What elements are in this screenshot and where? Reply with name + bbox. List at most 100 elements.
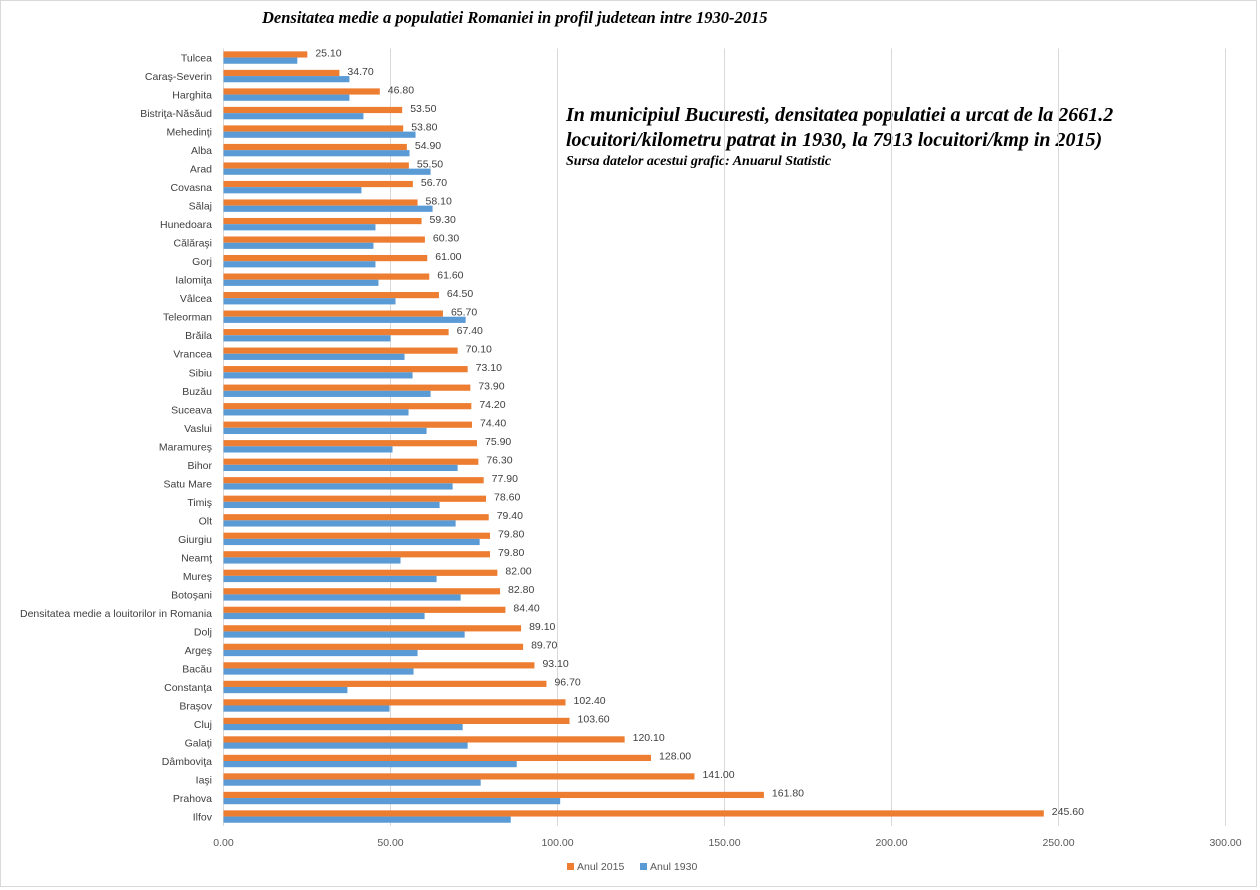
bar-2015	[223, 403, 472, 410]
x-tick-label: 150.00	[708, 837, 740, 849]
category-label: Hunedoara	[160, 219, 212, 231]
category-label: Prahova	[173, 793, 212, 805]
category-label: Bihor	[187, 460, 212, 472]
data-label-2015: 53.80	[411, 121, 437, 133]
category-label: Harghita	[172, 90, 212, 102]
chart-annotation: In municipiul Bucuresti, densitatea popu…	[566, 103, 1113, 171]
data-label-2015: 79.80	[498, 547, 524, 559]
bar-2015	[223, 680, 547, 687]
bar-1930	[223, 649, 418, 657]
data-label-2015: 77.90	[492, 473, 518, 485]
bar-1930	[223, 761, 517, 768]
bar-1930	[223, 742, 468, 749]
bar-2015	[223, 106, 403, 114]
legend-swatch-1930	[640, 863, 647, 870]
chart-title: Densitatea medie a populatiei Romaniei i…	[262, 8, 768, 27]
bar-2015	[223, 329, 449, 336]
legend: Anul 2015 Anul 1930	[567, 861, 697, 873]
bar-1930	[223, 686, 348, 694]
category-label: Bistriţa-Năsăud	[140, 108, 212, 120]
category-label: Botoşani	[171, 589, 212, 601]
data-label-2015: 141.00	[702, 769, 734, 781]
category-label: Călăraşi	[173, 238, 212, 250]
bar-2015	[223, 458, 479, 465]
category-label: Dolj	[194, 626, 212, 638]
bar-2015	[223, 366, 468, 373]
bar-2015	[223, 254, 428, 262]
x-tick-label: 100.00	[541, 837, 573, 849]
data-label-2015: 65.70	[451, 306, 477, 318]
bar-2015	[223, 292, 439, 299]
bar-2015	[223, 236, 425, 243]
bar-2015	[223, 606, 506, 613]
bar-2015	[223, 199, 418, 206]
category-label: Satu Mare	[164, 478, 213, 490]
bar-2015	[223, 51, 308, 58]
data-label-2015: 74.20	[479, 399, 505, 411]
bar-2015	[223, 588, 501, 595]
bar-1930	[223, 316, 466, 323]
bar-1930	[223, 261, 376, 268]
bar-1930	[223, 113, 364, 120]
bar-1930	[223, 575, 437, 583]
bar-1930	[223, 94, 350, 101]
data-label-2015: 79.80	[498, 529, 524, 541]
bar-2015	[223, 477, 484, 484]
x-axis-ticks: 0.00 50.00 100.00 150.00 200.00 250.00 300.00	[213, 837, 1241, 849]
category-label: Gorj	[192, 256, 212, 268]
data-label-2015: 120.10	[633, 732, 665, 744]
x-tick-label: 200.00	[875, 837, 907, 849]
bar-2015	[223, 495, 487, 502]
category-label: Densitatea medie a louitorilor in Romani…	[20, 608, 212, 620]
category-label: Bacău	[182, 663, 212, 675]
category-label: Galaţi	[185, 737, 212, 749]
category-label: Argeş	[185, 645, 212, 657]
bar-2015	[223, 69, 340, 77]
category-label: Covasna	[171, 182, 213, 194]
bar-2015	[223, 88, 380, 95]
category-label: Arad	[190, 164, 212, 176]
data-label-2015: 96.70	[554, 677, 580, 689]
bar-2015	[223, 810, 1044, 817]
data-label-2015: 89.10	[529, 621, 555, 633]
category-label: Giurgiu	[178, 534, 212, 546]
data-label-2015: 73.90	[478, 380, 504, 392]
category-label: Sibiu	[189, 367, 213, 379]
bar-1930	[223, 668, 414, 675]
gridlines	[223, 48, 1226, 826]
category-labels: Tulcea Caraş-Severin Harghita Bistriţa-Năsă…	[20, 53, 213, 824]
data-label-2015: 84.40	[513, 603, 539, 615]
category-label: Vrancea	[173, 349, 212, 361]
bar-1930	[223, 501, 440, 509]
bar-2015	[223, 217, 422, 225]
bar-2015	[223, 736, 625, 743]
bar-1930	[223, 705, 390, 712]
bar-1930	[223, 483, 453, 490]
data-label-2015: 59.30	[430, 214, 456, 226]
category-label: Timiş	[187, 497, 212, 509]
bar-2015	[223, 643, 524, 650]
data-label-2015: 76.30	[486, 455, 512, 467]
value-labels: 25.10 34.70 46.80 53.50 53.80 54.90 55.50 56.70…	[315, 47, 1084, 818]
data-label-2015: 102.40	[574, 695, 606, 707]
bar-2015	[223, 514, 489, 521]
legend-label-1930: Anul 1930	[650, 861, 697, 873]
bar-2015	[223, 754, 652, 762]
data-label-2015: 55.50	[417, 158, 443, 170]
x-tick-label: 50.00	[377, 837, 403, 849]
bar-1930	[223, 446, 393, 453]
bar-2015	[223, 440, 478, 447]
bar-1930	[223, 520, 456, 527]
bar-1930	[223, 187, 362, 194]
bar-1930	[223, 816, 511, 823]
bar-2015	[223, 532, 491, 539]
category-label: Tulcea	[181, 53, 212, 65]
bar-2015	[223, 699, 566, 706]
bar-2015	[223, 421, 472, 428]
bar-2015	[223, 717, 570, 724]
category-label: Cluj	[194, 719, 212, 731]
bar-1930	[223, 131, 416, 138]
bar-1930	[223, 279, 379, 286]
bar-2015	[223, 569, 498, 576]
